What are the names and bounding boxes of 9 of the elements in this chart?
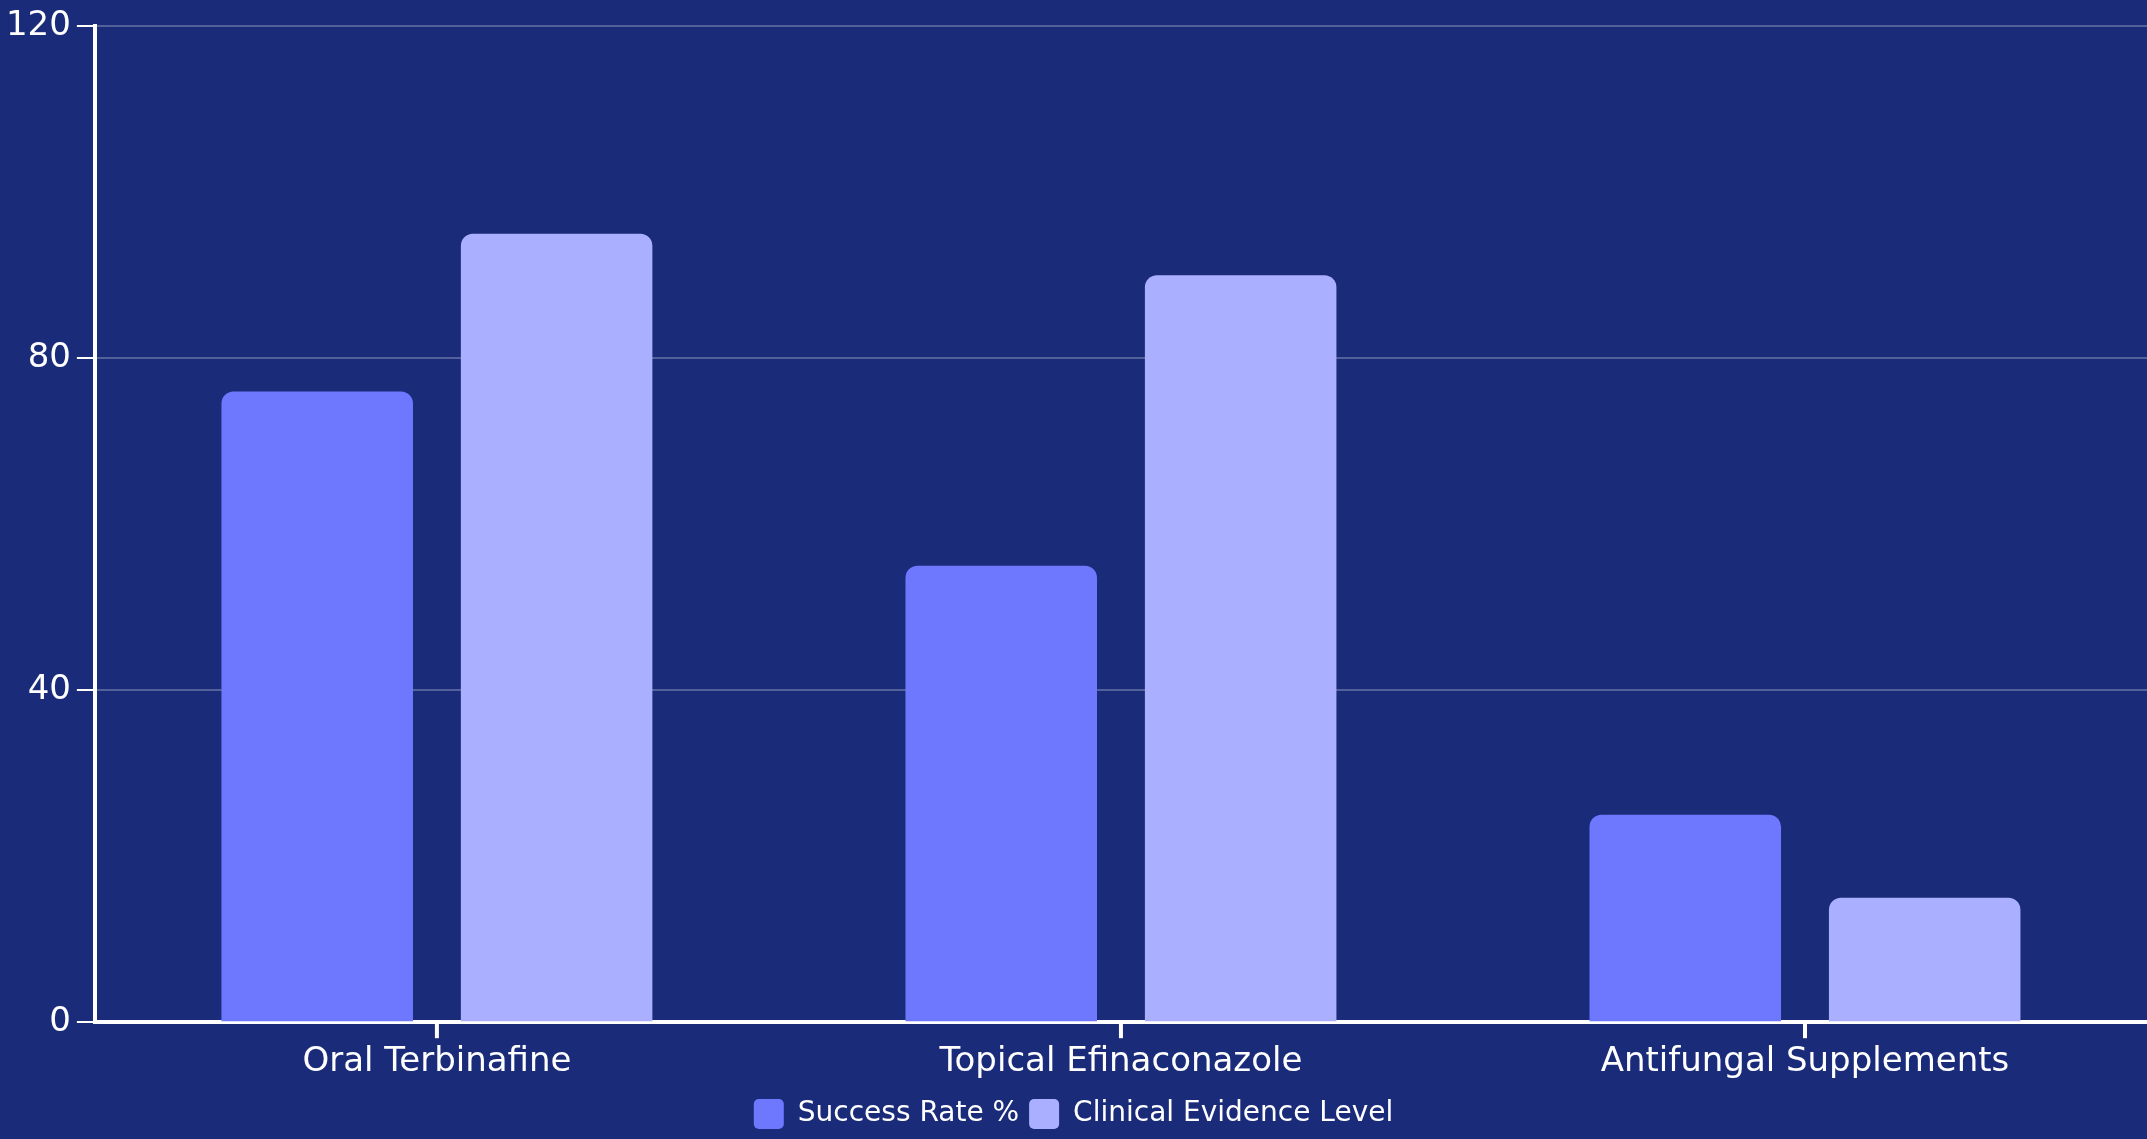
x-tick-label: Oral Terbinafine	[302, 1039, 572, 1080]
y-tick-label: 120	[5, 3, 71, 44]
y-tick-label: 40	[27, 667, 71, 708]
legend-label: Clinical Evidence Level	[1073, 1095, 1394, 1129]
x-tick-label: Antifungal Supplements	[1600, 1039, 2010, 1080]
y-tick-label: 80	[27, 335, 71, 376]
legend-label: Success Rate %	[797, 1095, 1020, 1129]
x-tick-label: Topical Efinaconazole	[938, 1039, 1303, 1080]
y-tick-label: 0	[49, 999, 71, 1040]
